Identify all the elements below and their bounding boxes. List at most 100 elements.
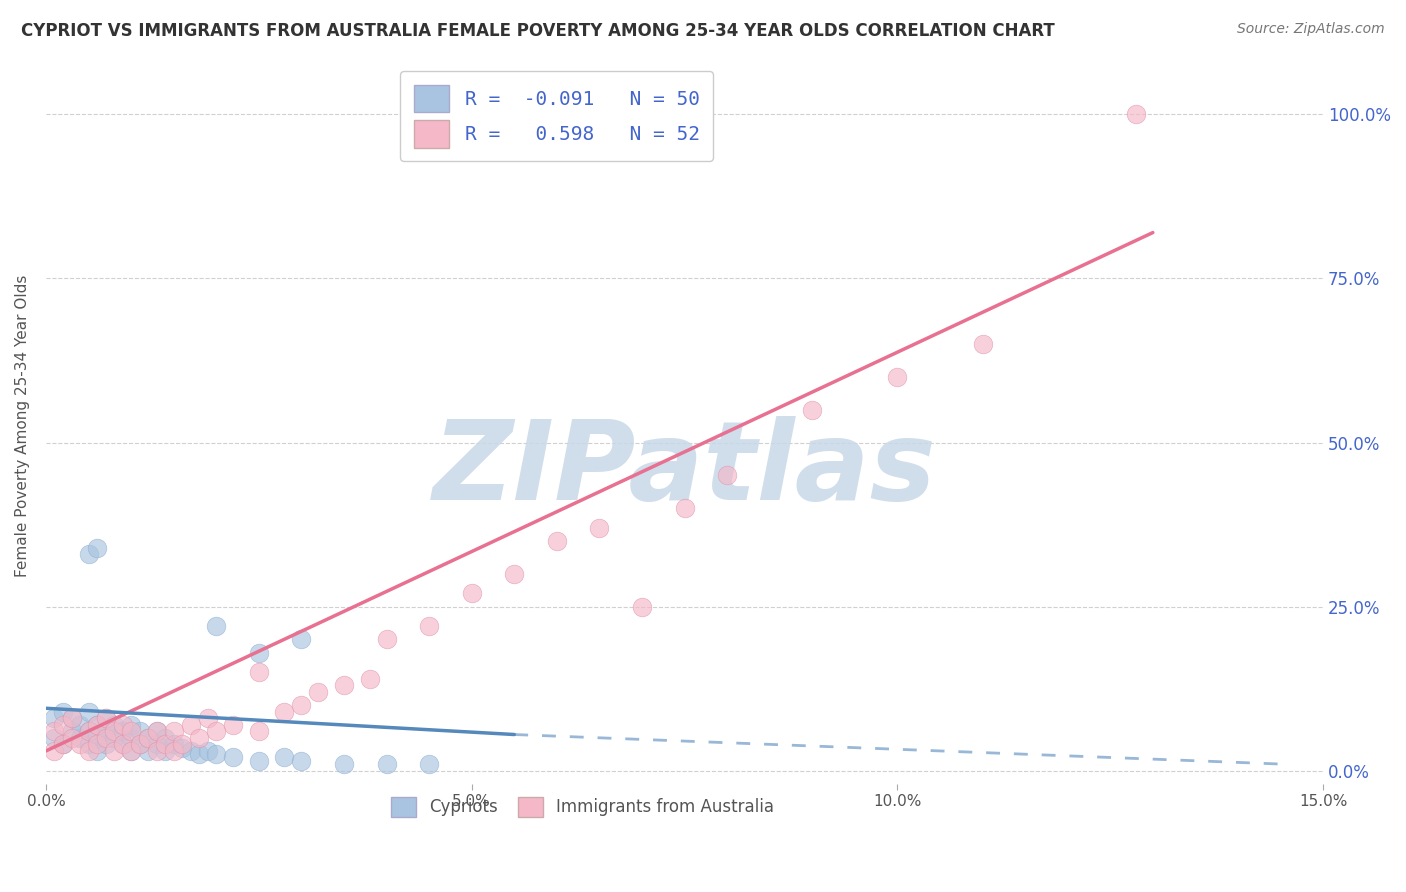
Point [111, 724, 134, 739]
Point [188, 747, 211, 762]
Point [60, 711, 83, 725]
Point [103, 744, 125, 758]
Point [460, 586, 482, 600]
Point [111, 717, 134, 731]
Point [44, 711, 66, 725]
Point [120, 744, 142, 758]
Point [163, 737, 186, 751]
Point [1125, 107, 1147, 121]
Point [103, 724, 125, 739]
Point [94, 711, 117, 725]
Point [86, 717, 108, 731]
Text: CYPRIOT VS IMMIGRANTS FROM AUSTRALIA FEMALE POVERTY AMONG 25-34 YEAR OLDS CORREL: CYPRIOT VS IMMIGRANTS FROM AUSTRALIA FEM… [21, 22, 1054, 40]
Point [52, 737, 75, 751]
Point [418, 619, 440, 633]
Point [222, 717, 245, 731]
Point [77, 547, 100, 561]
Point [333, 678, 356, 692]
Point [103, 717, 125, 731]
Point [145, 744, 167, 758]
Point [69, 717, 91, 731]
Point [205, 747, 228, 762]
Point [197, 744, 219, 758]
Point [52, 717, 75, 731]
Point [120, 731, 142, 745]
Point [111, 737, 134, 751]
Point [77, 724, 100, 739]
Point [163, 724, 186, 739]
Point [273, 750, 295, 764]
Point [44, 744, 66, 758]
Point [188, 731, 211, 745]
Point [77, 724, 100, 739]
Point [153, 731, 176, 745]
Point [972, 337, 994, 351]
Point [163, 744, 186, 758]
Text: Source: ZipAtlas.com: Source: ZipAtlas.com [1237, 22, 1385, 37]
Point [128, 737, 150, 751]
Point [52, 705, 75, 719]
Point [60, 711, 83, 725]
Point [172, 740, 194, 755]
Point [145, 724, 167, 739]
Point [247, 724, 270, 739]
Point [44, 731, 66, 745]
Point [86, 737, 108, 751]
Point [128, 737, 150, 751]
Y-axis label: Female Poverty Among 25-34 Year Olds: Female Poverty Among 25-34 Year Olds [15, 275, 30, 577]
Point [801, 402, 824, 417]
Point [290, 754, 312, 768]
Point [273, 705, 295, 719]
Point [60, 724, 83, 739]
Point [77, 737, 100, 751]
Point [69, 731, 91, 745]
Point [86, 731, 108, 745]
Point [128, 724, 150, 739]
Point [44, 724, 66, 739]
Point [145, 737, 167, 751]
Point [716, 468, 738, 483]
Text: ZIPatlas: ZIPatlas [433, 416, 936, 523]
Point [103, 731, 125, 745]
Point [205, 619, 228, 633]
Point [247, 646, 270, 660]
Point [673, 501, 696, 516]
Point [120, 744, 142, 758]
Point [69, 737, 91, 751]
Point [886, 370, 908, 384]
Point [631, 599, 654, 614]
Point [172, 737, 194, 751]
Point [86, 717, 108, 731]
Point [94, 711, 117, 725]
Point [247, 665, 270, 680]
Point [153, 744, 176, 758]
Point [307, 685, 329, 699]
Point [418, 757, 440, 772]
Point [290, 698, 312, 712]
Point [77, 705, 100, 719]
Point [145, 724, 167, 739]
Point [588, 521, 610, 535]
Point [120, 717, 142, 731]
Point [205, 724, 228, 739]
Point [94, 731, 117, 745]
Point [375, 632, 398, 647]
Point [77, 744, 100, 758]
Legend: Cypriots, Immigrants from Australia: Cypriots, Immigrants from Australia [382, 789, 782, 825]
Point [333, 757, 356, 772]
Point [52, 737, 75, 751]
Point [86, 541, 108, 555]
Point [60, 731, 83, 745]
Point [136, 744, 159, 758]
Point [153, 737, 176, 751]
Point [503, 566, 526, 581]
Point [94, 737, 117, 751]
Point [290, 632, 312, 647]
Point [86, 744, 108, 758]
Point [180, 744, 202, 758]
Point [247, 754, 270, 768]
Point [375, 757, 398, 772]
Point [546, 533, 568, 548]
Point [222, 750, 245, 764]
Point [359, 672, 381, 686]
